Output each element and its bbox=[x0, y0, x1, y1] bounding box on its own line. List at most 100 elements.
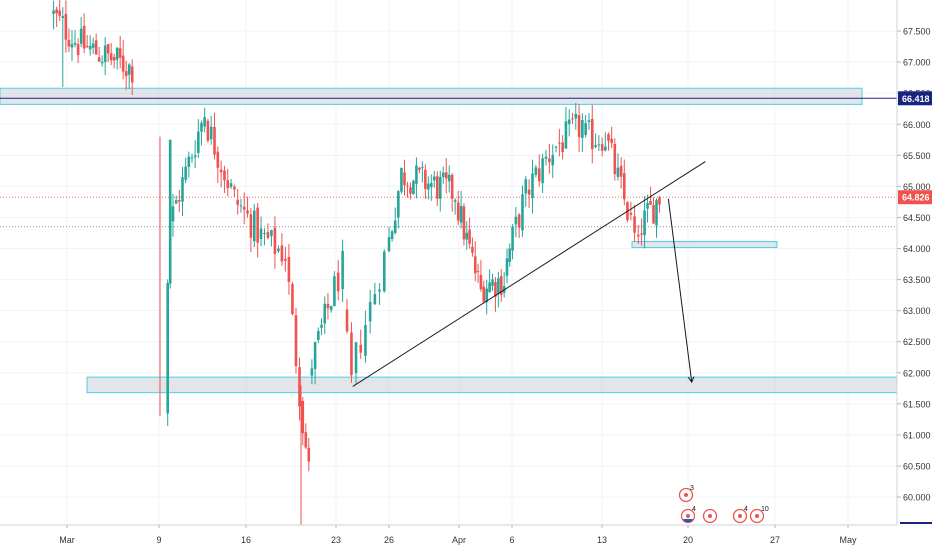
candle-body bbox=[184, 166, 187, 180]
support-zone-large[interactable] bbox=[86, 376, 898, 394]
candle-body bbox=[441, 172, 445, 178]
candle-body bbox=[600, 144, 604, 151]
candle-body bbox=[94, 40, 98, 55]
candle-body bbox=[574, 113, 578, 119]
candle-body bbox=[427, 183, 430, 190]
candle-body bbox=[193, 155, 197, 158]
y-tick-label: 65.500 bbox=[903, 151, 931, 161]
candle-body bbox=[415, 165, 418, 184]
candle-body bbox=[109, 53, 113, 61]
resistance-zone[interactable] bbox=[0, 87, 863, 105]
candle-body bbox=[554, 146, 558, 148]
x-tick-label: 26 bbox=[384, 535, 394, 545]
candle-body bbox=[100, 61, 104, 64]
candle-body bbox=[590, 118, 594, 150]
candle-body bbox=[397, 191, 400, 218]
x-tick-label: 13 bbox=[597, 535, 607, 545]
candle-body bbox=[206, 120, 210, 141]
candle-body bbox=[465, 232, 469, 240]
event-marker-dot bbox=[755, 514, 759, 518]
candle-body bbox=[52, 10, 55, 14]
candle-body bbox=[619, 165, 623, 177]
x-tick-label: May bbox=[839, 535, 857, 545]
projection-arrow-head bbox=[687, 376, 695, 384]
candle-body bbox=[76, 44, 80, 56]
candle-body bbox=[103, 45, 107, 62]
y-tick-label: 61.500 bbox=[903, 399, 931, 409]
candle-body bbox=[88, 45, 92, 50]
candle-body bbox=[418, 167, 421, 170]
candle-body bbox=[393, 220, 397, 233]
last-price-tag-label: 64.826 bbox=[902, 193, 930, 203]
candle-body bbox=[252, 210, 256, 242]
candle-body bbox=[115, 47, 119, 60]
candle-body bbox=[310, 368, 314, 376]
candle-body bbox=[587, 120, 591, 123]
candle-body bbox=[505, 258, 509, 276]
last-price-tag[interactable] bbox=[898, 190, 932, 205]
candle-body bbox=[219, 169, 223, 173]
projection-arrow-line[interactable] bbox=[667, 198, 693, 383]
candle-body bbox=[317, 330, 320, 341]
x-tick-label: 9 bbox=[156, 535, 161, 545]
candle-body bbox=[200, 122, 203, 132]
y-tick-label: 61.000 bbox=[903, 430, 931, 440]
x-tick-label: Mar bbox=[59, 535, 75, 545]
candle-body bbox=[409, 187, 412, 194]
candle-body bbox=[511, 226, 514, 251]
candle-body bbox=[649, 200, 652, 205]
candle-body bbox=[320, 324, 323, 328]
candle-body bbox=[655, 200, 658, 226]
candle-body bbox=[421, 166, 424, 168]
candle-body bbox=[548, 158, 551, 163]
candle-body bbox=[640, 233, 643, 235]
candle-body bbox=[329, 306, 333, 311]
y-tick-label: 64.500 bbox=[903, 213, 931, 223]
y-tick-label: 63.500 bbox=[903, 275, 931, 285]
candle-body bbox=[584, 123, 587, 135]
event-marker-dot bbox=[708, 514, 712, 518]
candle-body bbox=[514, 216, 518, 225]
candle-body bbox=[633, 216, 636, 233]
candle-body bbox=[64, 14, 68, 40]
candle-body bbox=[658, 197, 661, 205]
ascending-trendline[interactable] bbox=[352, 161, 706, 387]
support-zone-small[interactable] bbox=[631, 241, 778, 249]
candle-body bbox=[453, 200, 457, 202]
candle-body bbox=[558, 142, 561, 144]
candle-body bbox=[79, 28, 83, 44]
candle-body bbox=[359, 344, 363, 353]
candle-body bbox=[190, 157, 194, 159]
candle-body bbox=[168, 139, 172, 284]
candle-body bbox=[216, 151, 220, 168]
x-tick-label: 27 bbox=[770, 535, 780, 545]
candle-body bbox=[561, 142, 564, 153]
candle-body bbox=[246, 210, 249, 214]
candle-body bbox=[488, 282, 491, 293]
candle-body bbox=[537, 168, 541, 182]
candle-body bbox=[517, 214, 521, 228]
candle-body bbox=[341, 250, 344, 290]
y-tick-label: 60.000 bbox=[903, 493, 931, 503]
candle-body bbox=[564, 121, 568, 149]
candle-body bbox=[433, 176, 436, 181]
event-marker-dot bbox=[684, 493, 688, 497]
candle-body bbox=[291, 284, 294, 315]
candle-body bbox=[544, 156, 548, 159]
resistance-price-tag[interactable] bbox=[898, 91, 932, 106]
candle-body bbox=[531, 173, 534, 199]
candle-body bbox=[229, 183, 233, 187]
candle-body bbox=[106, 44, 110, 54]
x-tick-label: 6 bbox=[509, 535, 514, 545]
candle-body bbox=[130, 66, 134, 83]
candle-body bbox=[400, 167, 403, 192]
candle-body bbox=[345, 309, 349, 332]
candle-body bbox=[112, 57, 116, 61]
candle-body bbox=[636, 234, 640, 237]
candle-body bbox=[450, 174, 454, 199]
candle-body bbox=[171, 206, 175, 222]
candle-body bbox=[527, 189, 531, 195]
candle-body bbox=[610, 138, 613, 144]
